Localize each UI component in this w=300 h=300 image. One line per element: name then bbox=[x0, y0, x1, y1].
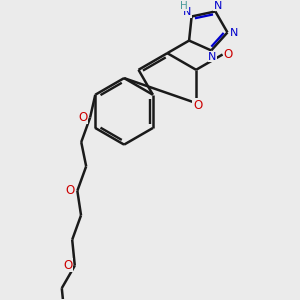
Text: O: O bbox=[65, 184, 75, 197]
Text: O: O bbox=[63, 259, 72, 272]
Text: H: H bbox=[180, 1, 187, 11]
Text: O: O bbox=[223, 48, 232, 61]
Text: N: N bbox=[214, 1, 222, 10]
Text: O: O bbox=[78, 111, 88, 124]
Text: N: N bbox=[230, 28, 238, 38]
Text: O: O bbox=[193, 99, 202, 112]
Text: N: N bbox=[208, 52, 217, 62]
Text: N: N bbox=[183, 7, 191, 17]
